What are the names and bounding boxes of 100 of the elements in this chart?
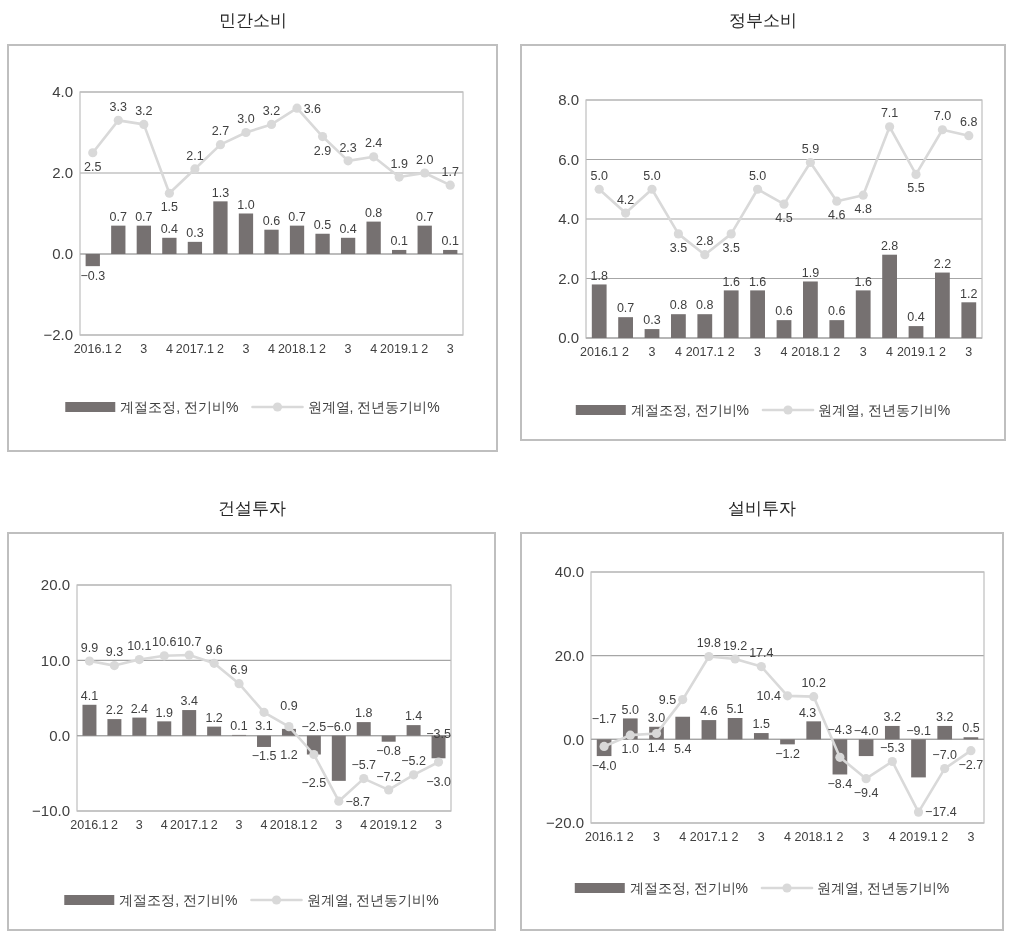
data-label: 1.4 <box>647 740 666 755</box>
data-label: 0.4 <box>339 222 357 237</box>
y-tick-label: 2.0 <box>52 164 73 182</box>
data-label: 10.7 <box>177 634 202 649</box>
data-label: −1.2 <box>775 746 800 761</box>
data-label: 4.6 <box>828 208 846 223</box>
data-label: 1.0 <box>237 197 255 212</box>
x-tick-label: 4 <box>260 818 268 833</box>
data-label: 0.4 <box>907 310 925 325</box>
data-label: 0.8 <box>696 298 714 313</box>
data-label: 1.6 <box>748 274 767 289</box>
legend-label: 계절조정, 전기비% <box>629 879 749 896</box>
bar <box>289 225 305 254</box>
bar <box>207 726 222 736</box>
y-tick-label: 2.0 <box>558 269 579 287</box>
point <box>887 756 897 767</box>
data-label: 0.7 <box>109 209 128 224</box>
bar <box>315 233 330 254</box>
point <box>88 148 98 158</box>
data-label: −2.5 <box>301 775 327 790</box>
data-label: 4.3 <box>798 705 817 720</box>
bar <box>162 237 177 254</box>
data-label: 3.0 <box>647 711 666 726</box>
data-label: 5.0 <box>621 702 640 717</box>
point <box>134 654 144 665</box>
bar <box>780 739 795 745</box>
x-tick-label: 4 <box>888 830 896 845</box>
x-tick-label: 3 <box>140 342 148 357</box>
x-tick-label: 2 <box>310 818 318 833</box>
legend-label: 계절조정, 전기비% <box>120 398 239 415</box>
bar <box>136 225 151 254</box>
x-tick-label: 3 <box>435 818 443 833</box>
data-label: 4.2 <box>616 192 635 207</box>
bar <box>776 320 792 338</box>
data-label: −2.7 <box>958 757 984 772</box>
data-label: −4.0 <box>853 723 879 738</box>
bar <box>750 290 765 338</box>
point <box>756 661 766 672</box>
data-label: 2.0 <box>416 152 434 167</box>
y-tick-label: 40.0 <box>554 563 584 581</box>
bar <box>644 329 660 338</box>
bar <box>392 249 407 254</box>
bar <box>107 719 122 736</box>
x-tick-label: 4 <box>268 342 276 357</box>
point <box>832 196 842 206</box>
bar <box>213 201 228 254</box>
data-label: 0.6 <box>775 304 793 319</box>
data-label: 3.2 <box>883 710 902 725</box>
bar <box>723 290 739 338</box>
bar <box>618 317 633 338</box>
data-label: 2.5 <box>84 159 102 174</box>
data-label: 4.8 <box>854 202 872 217</box>
y-tick-label: 0.0 <box>52 245 73 263</box>
y-tick-label: 0.0 <box>49 726 70 744</box>
data-label: 5.9 <box>801 142 820 157</box>
legend-label: 원계열, 전년동기비% <box>818 401 951 418</box>
x-tick-label: 4 <box>886 345 894 360</box>
data-label: 1.2 <box>960 286 978 301</box>
data-label: 3.1 <box>255 719 273 734</box>
bar <box>829 320 845 338</box>
x-tick-label: 3 <box>859 345 867 360</box>
point <box>647 184 657 194</box>
x-tick-label: 2 <box>114 342 122 357</box>
y-tick-label: 6.0 <box>558 150 579 168</box>
data-label: 1.6 <box>854 274 872 289</box>
point <box>779 199 789 209</box>
bar <box>961 302 977 338</box>
data-label: 0.5 <box>962 721 980 736</box>
data-label: 1.9 <box>801 265 820 280</box>
data-label: 3.3 <box>109 100 128 114</box>
point <box>343 156 353 166</box>
bar <box>675 716 691 740</box>
bar <box>157 721 172 736</box>
data-label: 5.0 <box>643 168 661 183</box>
data-label: 3.6 <box>303 101 322 116</box>
bar <box>381 735 396 742</box>
point <box>159 651 169 661</box>
data-label: 0.7 <box>616 301 635 316</box>
data-label: 0.1 <box>390 234 408 249</box>
data-label: 1.9 <box>390 156 408 171</box>
legend-label: 원계열, 전년동기비% <box>306 891 439 908</box>
y-tick-label: 8.0 <box>558 91 579 109</box>
point <box>937 125 947 135</box>
data-label: 10.4 <box>756 689 781 704</box>
legend-label: 원계열, 전년동기비% <box>817 879 950 896</box>
bar <box>806 721 822 740</box>
bar <box>238 213 254 254</box>
point <box>384 785 394 795</box>
x-tick-label: 2 <box>216 342 224 357</box>
point <box>334 796 344 806</box>
bar <box>406 725 421 736</box>
x-tick-label: 2019.1 <box>899 830 938 845</box>
bar <box>911 739 926 778</box>
point <box>913 807 924 817</box>
data-label: 0.5 <box>313 218 332 232</box>
point <box>241 127 251 138</box>
bar <box>753 733 769 740</box>
data-label: −1.5 <box>251 749 277 764</box>
data-label: 1.4 <box>404 709 423 724</box>
data-label: 6.9 <box>230 663 248 678</box>
